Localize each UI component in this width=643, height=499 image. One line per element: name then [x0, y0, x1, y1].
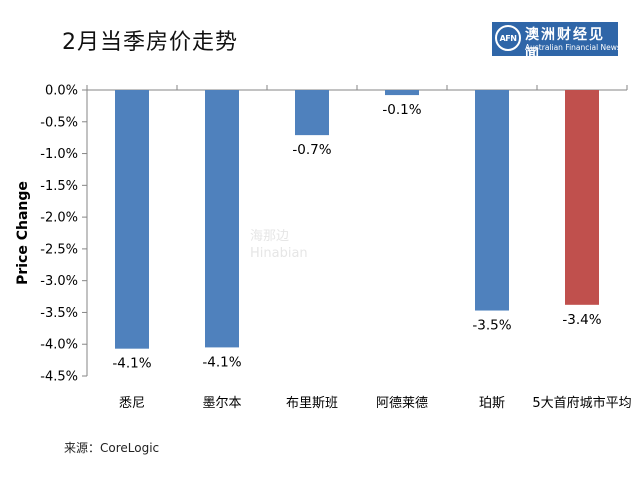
- y-tick-label: 0.0%: [45, 84, 78, 99]
- watermark-cn: 海那边: [250, 229, 290, 244]
- y-axis-title: Price Change: [15, 181, 31, 285]
- y-tick-label: -3.0%: [40, 274, 78, 289]
- y-tick-label: -4.5%: [40, 370, 78, 385]
- y-tick-label: -1.0%: [40, 147, 78, 162]
- category-label: 珀斯: [479, 396, 505, 411]
- y-tick-label: -1.5%: [40, 179, 78, 194]
- y-tick-label: -0.5%: [40, 115, 78, 130]
- category-labels: 悉尼 墨尔本 布里斯班 阿德莱德 珀斯 5大首府城市平均: [119, 395, 632, 411]
- y-tick-label: -2.0%: [40, 211, 78, 226]
- data-labels: -4.1% -4.1% -0.7% -0.1% -3.5% -3.4%: [112, 102, 601, 372]
- category-label: 5大首府城市平均: [532, 395, 631, 411]
- logo-name-en: Australian Financial News: [525, 43, 621, 52]
- y-axis-title-group: Price Change: [15, 181, 31, 285]
- category-label: 阿德莱德: [376, 396, 428, 411]
- data-label: -0.7%: [292, 142, 331, 158]
- bar: [565, 90, 599, 305]
- data-label: -4.1%: [202, 354, 241, 370]
- watermark: 海那边 Hinabian: [250, 228, 308, 262]
- bar: [295, 90, 329, 136]
- category-label: 墨尔本: [202, 396, 241, 411]
- data-label: -0.1%: [382, 102, 421, 118]
- y-tick-label: -2.5%: [40, 242, 78, 257]
- source-note: 来源：CoreLogic: [64, 441, 160, 455]
- y-tick-label: -4.0%: [40, 338, 78, 353]
- afn-logo-mark: AFN: [495, 25, 521, 51]
- watermark-en: Hinabian: [250, 246, 308, 261]
- y-tick-label: -3.5%: [40, 306, 78, 321]
- data-label: -3.5%: [472, 318, 511, 334]
- bar: [115, 90, 149, 349]
- bar: [385, 90, 419, 96]
- bars: [115, 90, 599, 349]
- category-label: 悉尼: [119, 396, 145, 411]
- data-label: -4.1%: [112, 356, 151, 372]
- bar: [205, 90, 239, 348]
- y-ticks: 0.0%-0.5%-1.0%-1.5%-2.0%-2.5%-3.0%-3.5%-…: [40, 84, 628, 385]
- logo-name-cn: 澳洲财经见闻: [525, 27, 605, 63]
- category-label: 布里斯班: [286, 396, 338, 411]
- bar: [475, 90, 509, 311]
- data-label: -3.4%: [562, 312, 601, 328]
- chart-title: 2月当季房价走势: [62, 30, 238, 55]
- afn-logo: AFN 澳洲财经见闻 Australian Financial News: [492, 22, 621, 63]
